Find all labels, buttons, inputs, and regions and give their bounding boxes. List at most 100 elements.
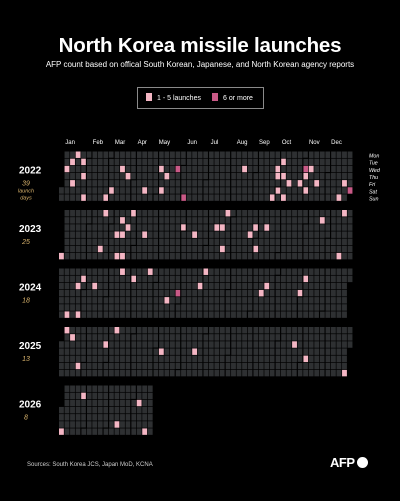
day-cell	[81, 421, 87, 428]
day-cell	[86, 428, 92, 435]
day-cell	[147, 297, 153, 304]
day-cell	[64, 180, 70, 187]
day-cell	[75, 355, 81, 363]
day-cell	[125, 355, 131, 363]
day-cell	[81, 348, 87, 355]
day-cell	[203, 210, 209, 217]
day-cell	[192, 217, 198, 224]
day-cell	[242, 369, 247, 377]
launch-day-cell	[158, 348, 164, 355]
day-cell	[342, 304, 347, 311]
day-cell	[203, 282, 209, 290]
day-cell	[108, 348, 114, 355]
day-cell	[197, 210, 203, 217]
day-cell	[347, 151, 353, 158]
day-cell	[153, 334, 159, 341]
day-cell	[242, 334, 247, 341]
day-cell	[125, 348, 131, 355]
day-cell	[319, 187, 325, 194]
day-cell	[64, 194, 70, 201]
launch-day-cell	[64, 165, 70, 173]
day-cell	[253, 311, 259, 318]
day-cell	[142, 165, 148, 173]
day-cell	[225, 252, 231, 260]
day-cell	[347, 158, 353, 166]
day-cell	[81, 252, 87, 260]
launch-day-cell	[253, 224, 259, 231]
day-cell	[158, 282, 164, 290]
day-cell	[208, 341, 214, 348]
day-cell	[186, 172, 192, 180]
day-cell	[181, 165, 186, 173]
day-cell	[131, 282, 136, 290]
month-label: Oct	[282, 140, 292, 146]
day-cell	[275, 327, 281, 334]
day-cell	[342, 311, 347, 318]
day-cell	[330, 311, 336, 318]
day-cell	[336, 217, 342, 224]
day-cell	[125, 282, 131, 290]
launch-day-cell	[197, 282, 203, 290]
day-cell	[86, 151, 92, 158]
day-cell	[325, 172, 331, 180]
day-cell	[120, 334, 125, 341]
day-cell	[264, 187, 270, 194]
day-cell	[164, 231, 170, 238]
day-cell	[253, 334, 259, 341]
day-cell	[247, 327, 253, 334]
day-cell	[92, 194, 98, 201]
day-cell	[236, 268, 242, 275]
day-cell	[170, 289, 175, 297]
day-cell	[86, 327, 92, 334]
day-cell	[319, 362, 325, 370]
day-cell	[192, 297, 198, 304]
day-cell	[342, 289, 347, 297]
day-cell	[181, 369, 186, 377]
day-cell	[281, 252, 286, 260]
day-cell	[125, 385, 131, 392]
launch-day-cell	[258, 289, 264, 297]
day-cell	[342, 348, 347, 355]
day-cell	[108, 158, 114, 166]
day-cell	[303, 369, 309, 377]
day-cell	[142, 217, 148, 224]
launch-day-cell	[64, 327, 70, 334]
day-cell	[81, 224, 87, 231]
day-cell	[336, 224, 342, 231]
day-cell	[242, 282, 247, 290]
day-cell	[197, 268, 203, 275]
day-cell	[114, 210, 120, 217]
day-cell	[231, 362, 236, 370]
day-cell	[75, 275, 81, 283]
day-cell	[59, 406, 64, 414]
day-cell	[253, 180, 259, 187]
day-cell	[308, 238, 314, 246]
day-cell	[325, 252, 331, 260]
day-cell	[292, 172, 297, 180]
day-cell	[158, 311, 164, 318]
day-cell	[136, 210, 142, 217]
day-cell	[131, 194, 136, 201]
day-cell	[219, 180, 225, 187]
day-cell	[247, 289, 253, 297]
day-cell	[86, 421, 92, 428]
day-cell	[125, 268, 131, 275]
day-cell	[342, 341, 347, 348]
day-cell	[242, 355, 247, 363]
launch-day-cell	[297, 180, 303, 187]
day-cell	[253, 369, 259, 377]
day-cell	[81, 362, 87, 370]
day-cell	[108, 421, 114, 428]
day-cell	[108, 180, 114, 187]
day-cell	[253, 355, 259, 363]
day-cell	[281, 165, 286, 173]
day-cell	[186, 224, 192, 231]
day-cell	[203, 289, 209, 297]
day-cell	[103, 369, 109, 377]
day-cell	[175, 252, 181, 260]
day-cell	[136, 297, 142, 304]
day-cell	[164, 282, 170, 290]
day-cell	[214, 210, 220, 217]
day-cell	[214, 355, 220, 363]
day-cell	[103, 231, 109, 238]
